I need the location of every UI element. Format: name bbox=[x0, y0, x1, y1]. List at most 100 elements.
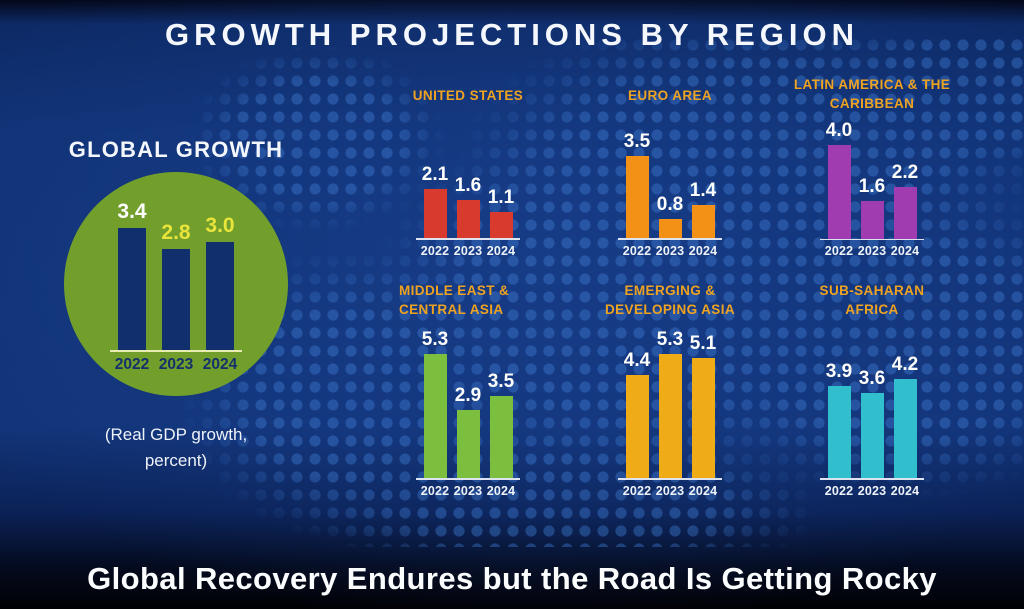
bar-column-2023: 2.8 bbox=[154, 221, 198, 350]
bar-column-2024: 5.1 bbox=[687, 333, 720, 479]
bar-2023 bbox=[162, 249, 190, 350]
bar-2023 bbox=[456, 200, 480, 238]
chart-plot: 5.3 2.9 3.5 bbox=[373, 326, 563, 479]
chart-euro-area: EURO AREA 3.5 0.8 1.4 2022 2023 2024 bbox=[575, 76, 765, 258]
bar-column-2022: 5.3 bbox=[419, 329, 452, 479]
chart-plot: 3.9 3.6 4.2 bbox=[777, 326, 967, 479]
year-label: 2024 bbox=[890, 244, 920, 258]
chart-middle-east: MIDDLE EAST & CENTRAL ASIA 5.3 2.9 3.5 2022 20… bbox=[373, 282, 563, 498]
chart-title-line: EURO AREA bbox=[627, 88, 713, 104]
chart-title: EMERGING & DEVELOPING ASIA bbox=[575, 282, 765, 320]
bar-column-2024: 2.2 bbox=[889, 162, 922, 239]
bar-column-2022: 4.4 bbox=[621, 349, 654, 479]
year-label: 2022 bbox=[420, 244, 450, 258]
chart-title-line: UNITED STATES bbox=[412, 88, 524, 104]
bar-group: 3.9 3.6 4.2 bbox=[777, 326, 967, 479]
year-axis: 2022 2023 2024 bbox=[373, 244, 563, 258]
year-axis: 2022 2023 2024 bbox=[575, 484, 765, 498]
chart-title-line: CENTRAL ASIA bbox=[399, 301, 504, 317]
year-axis: 2022 2023 2024 bbox=[110, 356, 242, 374]
chart-title-line: DEVELOPING ASIA bbox=[604, 301, 736, 317]
year-axis: 2022 2023 2024 bbox=[373, 484, 563, 498]
bar-2024 bbox=[691, 358, 715, 479]
bar-2024 bbox=[691, 205, 715, 238]
chart-title-line: MIDDLE EAST & bbox=[399, 283, 510, 298]
year-label: 2023 bbox=[857, 484, 887, 498]
year-label: 2023 bbox=[453, 244, 483, 258]
bar-group: 2.1 1.6 1.1 bbox=[373, 112, 563, 238]
bar-column-2023: 1.6 bbox=[452, 175, 485, 238]
bar-2022 bbox=[423, 353, 447, 479]
bar-value-label: 5.3 bbox=[656, 328, 684, 350]
axis-baseline bbox=[820, 478, 924, 480]
page-title: GROWTH PROJECTIONS BY REGION bbox=[164, 17, 860, 52]
year-axis: 2022 2023 2024 bbox=[777, 484, 967, 498]
region-charts-grid: UNITED STATES 2.1 1.6 1.1 2022 2023 2024 EURO … bbox=[373, 76, 967, 498]
bar-group: 5.3 2.9 3.5 bbox=[373, 326, 563, 479]
global-growth-section: GLOBAL GROWTH 3.4 2.8 3.0 2022 2023 2024 (Rea… bbox=[48, 137, 304, 473]
year-label: 2023 bbox=[857, 244, 887, 258]
bar-2022 bbox=[625, 374, 649, 479]
bar-value-label: 5.3 bbox=[421, 328, 449, 350]
bar-2024 bbox=[893, 379, 917, 479]
bar-value-label: 4.4 bbox=[623, 349, 651, 371]
bar-2022 bbox=[827, 386, 851, 479]
bar-2023 bbox=[456, 409, 480, 479]
bar-value-label: 2.2 bbox=[891, 162, 919, 184]
axis-baseline bbox=[416, 238, 520, 240]
chart-title-line: SUB-SAHARAN bbox=[819, 283, 925, 298]
chart-title-line: AFRICA bbox=[845, 301, 899, 317]
year-label: 2022 bbox=[114, 356, 150, 373]
chart-plot: 3.5 0.8 1.4 bbox=[575, 112, 765, 238]
year-axis: 2022 2023 2024 bbox=[575, 244, 765, 258]
bar-column-2024: 3.5 bbox=[485, 371, 518, 479]
axis-baseline bbox=[416, 478, 520, 480]
global-growth-heading: GLOBAL GROWTH bbox=[68, 137, 284, 162]
global-growth-circle: 3.4 2.8 3.0 2022 2023 2024 bbox=[64, 172, 288, 396]
bar-column-2022: 3.5 bbox=[621, 131, 654, 238]
year-label: 2024 bbox=[486, 484, 516, 498]
bar-column-2022: 4.0 bbox=[823, 120, 856, 239]
bar-value-label: 3.6 bbox=[858, 368, 886, 390]
chart-title-line: EMERGING & bbox=[624, 283, 716, 298]
bar-2023 bbox=[860, 201, 884, 239]
year-label: 2023 bbox=[158, 356, 194, 373]
chart-title: UNITED STATES bbox=[373, 87, 563, 106]
chart-sub-saharan-africa: SUB-SAHARAN AFRICA 3.9 3.6 4.2 2022 2023 2024 bbox=[777, 282, 967, 498]
year-label: 2023 bbox=[655, 484, 685, 498]
bar-value-label: 1.6 bbox=[454, 175, 482, 197]
chart-title: LATIN AMERICA & THE CARIBBEAN bbox=[777, 76, 967, 114]
bar-value-label: 4.2 bbox=[891, 354, 919, 376]
year-label: 2024 bbox=[486, 244, 516, 258]
bar-column-2022: 3.9 bbox=[823, 361, 856, 479]
year-label: 2022 bbox=[824, 484, 854, 498]
bar-value-label: 0.8 bbox=[656, 194, 684, 216]
bar-2023 bbox=[658, 219, 682, 238]
year-label: 2023 bbox=[453, 484, 483, 498]
bar-2022 bbox=[625, 155, 649, 238]
bar-column-2024: 3.0 bbox=[198, 214, 242, 350]
chart-plot: 4.4 5.3 5.1 bbox=[575, 326, 765, 479]
bar-group: 3.5 0.8 1.4 bbox=[575, 112, 765, 238]
chart-title-line: LATIN AMERICA & THE bbox=[793, 77, 951, 92]
year-label: 2022 bbox=[622, 484, 652, 498]
bar-column-2023: 0.8 bbox=[654, 194, 687, 238]
bar-group: 3.4 2.8 3.0 bbox=[110, 200, 242, 350]
chart-plot: 4.0 1.6 2.2 bbox=[777, 120, 967, 239]
bar-column-2024: 1.4 bbox=[687, 180, 720, 238]
bar-column-2023: 5.3 bbox=[654, 329, 687, 479]
axis-baseline bbox=[110, 350, 242, 352]
chart-title-line: CARIBBEAN bbox=[829, 95, 915, 111]
bar-value-label: 1.1 bbox=[487, 187, 515, 209]
chart-title: SUB-SAHARAN AFRICA bbox=[777, 282, 967, 320]
bar-column-2023: 2.9 bbox=[452, 385, 485, 479]
chart-title: EURO AREA bbox=[575, 87, 765, 106]
bar-column-2023: 1.6 bbox=[856, 176, 889, 239]
bar-2023 bbox=[658, 353, 682, 479]
bar-value-label: 1.4 bbox=[689, 180, 717, 202]
chart-united-states: UNITED STATES 2.1 1.6 1.1 2022 2023 2024 bbox=[373, 76, 563, 258]
year-label: 2023 bbox=[655, 244, 685, 258]
bar-group: 4.0 1.6 2.2 bbox=[777, 120, 967, 239]
year-label: 2022 bbox=[420, 484, 450, 498]
